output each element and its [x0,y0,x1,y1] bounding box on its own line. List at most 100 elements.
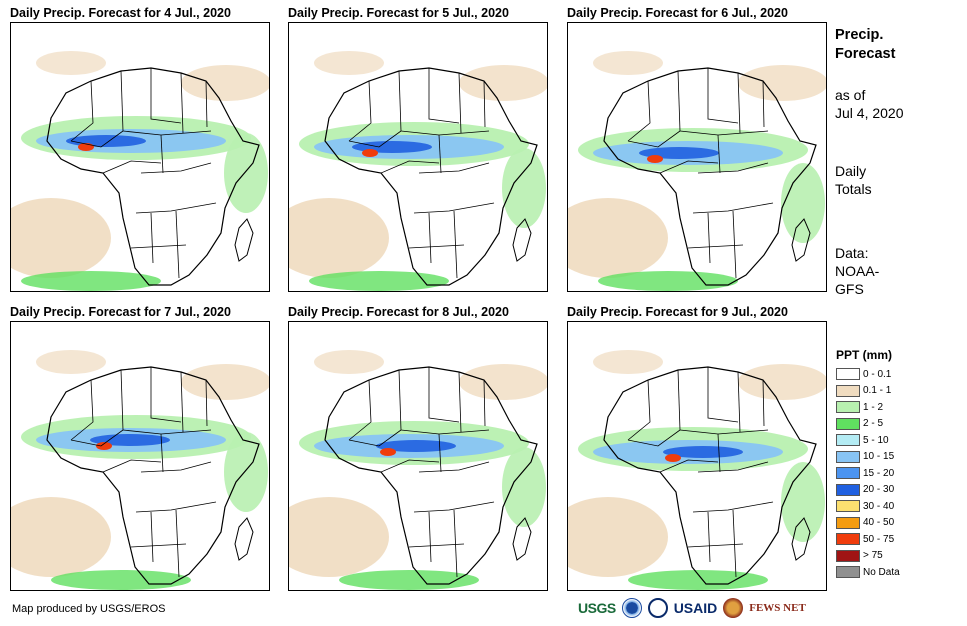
data-line1: Data: [835,245,869,261]
dry-patch [593,350,663,374]
country-border [762,80,765,128]
legend-label: 5 - 10 [863,434,889,446]
dry-patch [738,65,826,101]
legend-item: 1 - 2 [836,399,900,416]
country-border [70,130,124,148]
country-border [160,433,164,473]
country-border [150,367,182,423]
country-border [438,134,442,174]
dry-patch [459,65,547,101]
legend-item: 20 - 30 [836,482,900,499]
legend-label: 30 - 40 [863,500,895,512]
dry-patch [11,497,111,577]
country-border [627,130,681,148]
legend-swatch [836,467,860,480]
legend-label: 10 - 15 [863,451,895,463]
country-border [717,134,721,174]
rain-band-east [502,447,546,527]
legend-label: 2 - 5 [863,418,884,430]
africa-coastline [603,366,817,585]
precip-map [567,22,827,292]
rain-band-south [21,271,161,291]
legend-item: 40 - 50 [836,515,900,532]
rain-cell-extreme [362,149,378,157]
country-border [677,369,681,431]
precip-map [10,321,270,591]
madagascar-coastline [512,218,532,262]
country-border [483,80,486,128]
rain-band-east [781,462,825,542]
side-title: Precip. Forecast [835,26,895,64]
totals-line2: Totals [835,181,872,197]
data-line2: NOAA- [835,263,880,279]
data-source: Data: NOAA- GFS [835,244,879,298]
panel-title: Daily Precip. Forecast for 7 Jul., 2020 [10,305,231,319]
legend-swatch [836,516,860,529]
country-border [697,461,769,473]
precip-map [10,22,270,292]
country-border [418,162,490,174]
rain-band-south [339,570,479,590]
legend-item: 50 - 75 [836,531,900,548]
country-border [687,244,744,249]
noaa-logo-icon [621,598,642,618]
country-border [150,511,154,563]
usaid-seal-icon [647,598,668,618]
legend-label: 15 - 20 [863,467,895,479]
country-border [717,433,721,473]
legend-swatch [836,368,860,381]
as-of-date: as of Jul 4, 2020 [835,86,904,122]
country-border [150,68,182,124]
country-border [707,511,711,563]
madagascar-coastline [791,517,811,561]
africa-coastline [46,366,260,585]
data-line3: GFS [835,281,864,297]
rain-cell-extreme [665,454,681,462]
rain-band-south [628,570,768,590]
africa-coastline [324,366,538,585]
madagascar-coastline [791,218,811,262]
country-border [70,429,124,447]
dry-patch [738,364,826,400]
country-border [140,162,212,174]
country-border [120,70,124,132]
precip-map [288,22,548,292]
country-border [627,379,651,441]
legend-item: 15 - 20 [836,465,900,482]
dry-patch [289,497,389,577]
country-border [130,543,187,548]
country-border [102,160,162,174]
dry-patch [568,198,668,278]
country-border [677,70,681,132]
country-border [707,367,739,423]
legend-swatch [836,450,860,463]
country-border [687,543,744,548]
legend-item: > 75 [836,548,900,565]
country-border [348,379,372,441]
country-border [408,543,465,548]
precip-map [567,321,827,591]
country-border [483,379,486,427]
country-border [175,509,180,578]
legend-label: No Data [863,566,900,578]
country-border [428,367,460,423]
rain-cell-extreme [647,155,663,163]
country-border [70,80,94,142]
africa-coastline [324,67,538,286]
dry-patch [36,51,106,75]
dry-patch [314,51,384,75]
country-border [175,210,180,279]
rain-band-east [224,432,268,512]
rain-band-south [309,271,449,291]
legend-label: > 75 [863,550,883,562]
panel-title: Daily Precip. Forecast for 8 Jul., 2020 [288,305,509,319]
country-border [737,371,741,433]
fews-globe-icon [723,598,744,618]
side-title-line2: Forecast [835,46,896,62]
usaid-logo: USAID [673,600,718,616]
panel-title: Daily Precip. Forecast for 6 Jul., 2020 [567,6,788,20]
country-border [692,501,774,513]
rain-belt-heavy [66,135,146,147]
country-border [348,429,402,447]
map-credit: Map produced by USGS/EROS [12,603,166,615]
